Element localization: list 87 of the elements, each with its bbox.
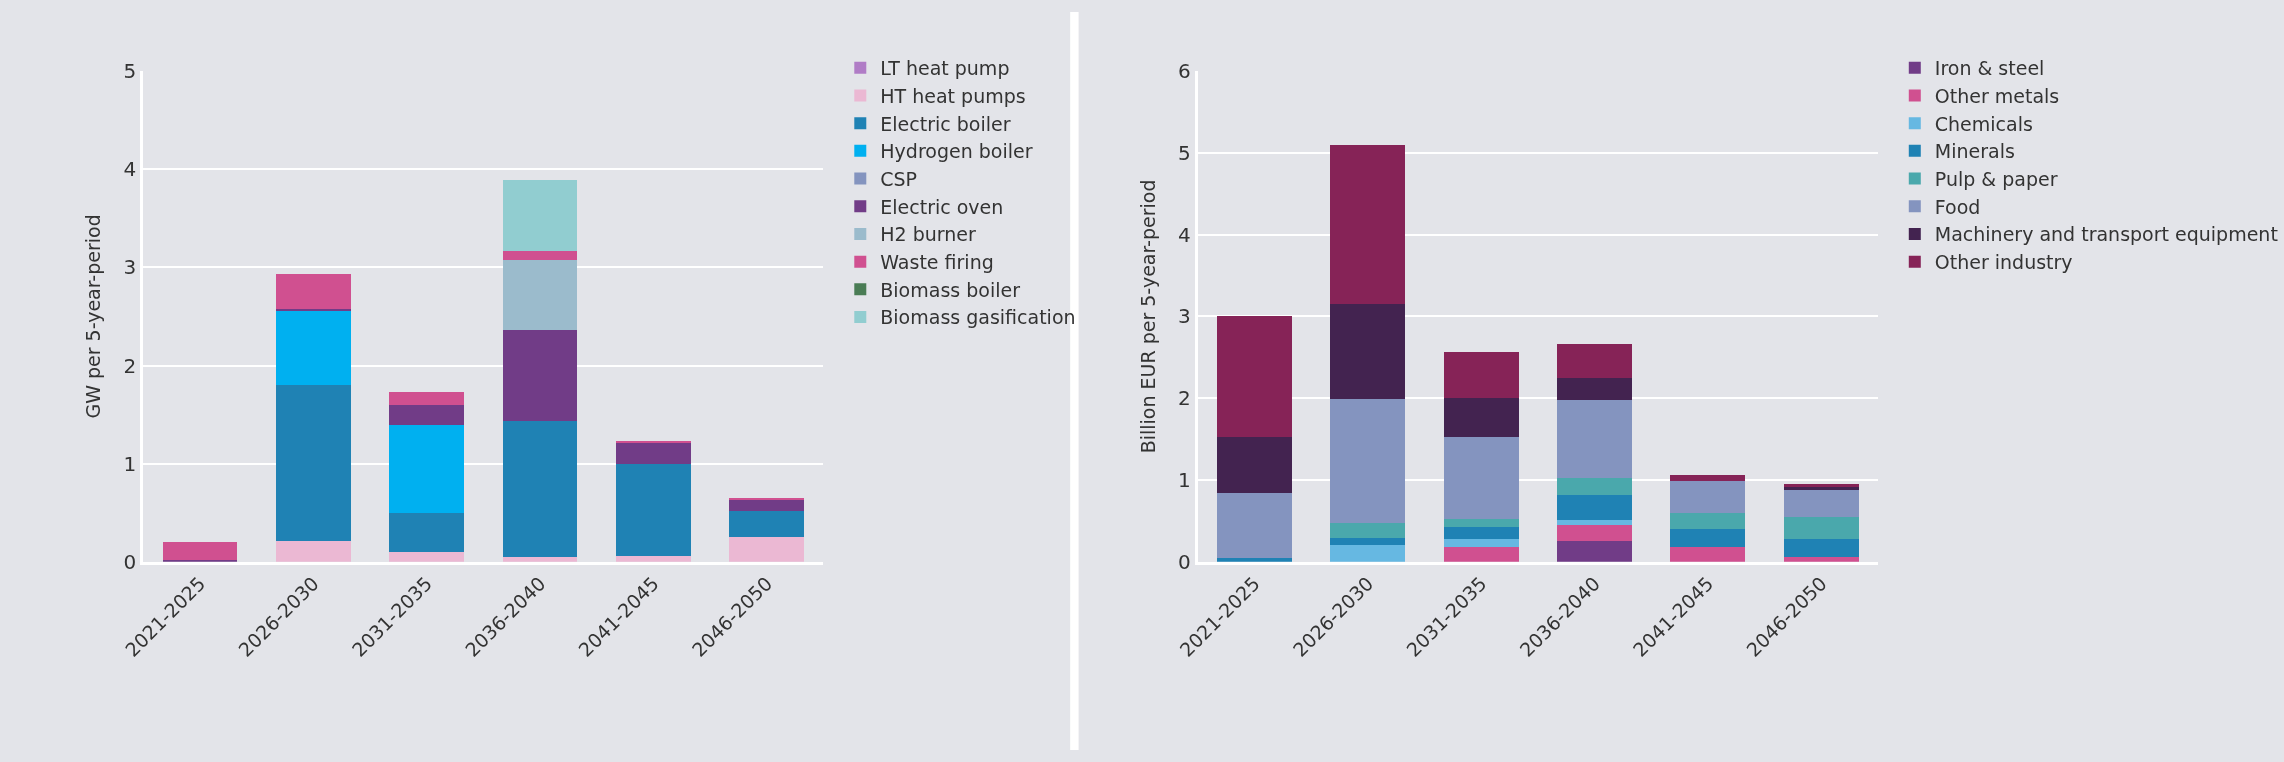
y-tick-label: 1 [1178, 468, 1191, 493]
y-tick-label: 4 [123, 157, 137, 182]
legend-label: Other metals [1934, 84, 2060, 107]
legend-label: Electric boiler [880, 112, 1011, 135]
bar [729, 537, 805, 562]
bar [1557, 520, 1632, 525]
bar [275, 385, 351, 542]
bar [1557, 541, 1632, 562]
bar [1217, 436, 1292, 494]
bar [1557, 525, 1632, 542]
bar [502, 260, 578, 331]
bar [1330, 522, 1406, 539]
bar [1557, 494, 1632, 521]
y-tick-label: 3 [123, 255, 137, 280]
legend-label: Biomass boiler [880, 278, 1021, 301]
legend-label: Machinery and transport equipment [1934, 223, 2278, 246]
legend-label: Waste firing [880, 251, 994, 274]
bar [729, 510, 805, 538]
bar [1557, 399, 1632, 479]
y-tick-label: 6 [1178, 59, 1191, 84]
bar [729, 498, 805, 501]
bar [502, 330, 578, 422]
legend-label: HT heat pumps [880, 84, 1026, 107]
legend-label: H2 burner [880, 223, 977, 246]
bar [1443, 538, 1519, 548]
bar [1670, 529, 1746, 548]
bar [1670, 512, 1746, 530]
bar [1443, 519, 1519, 527]
bar [1330, 538, 1406, 545]
bar [389, 425, 465, 513]
y-tick-label: 0 [1178, 549, 1191, 574]
bar [1557, 344, 1632, 378]
bar [1783, 516, 1859, 539]
y-tick-label: 0 [123, 549, 137, 574]
legend-label: Chemicals [1934, 112, 2033, 135]
bar [275, 274, 351, 309]
legend-label: LT heat pump [880, 57, 1010, 80]
bar [615, 441, 691, 444]
y-axis-title: GW per 5-year-period [82, 214, 105, 419]
bar [502, 179, 578, 251]
bar [1217, 493, 1292, 558]
bar [1443, 437, 1519, 520]
y-tick-label: 3 [1178, 304, 1191, 329]
bar [389, 512, 465, 552]
bar [1330, 304, 1406, 400]
bar [1330, 145, 1406, 305]
legend-label: Other industry [1934, 251, 2073, 274]
y-tick-label: 1 [123, 451, 137, 476]
y-tick-label: 5 [1178, 140, 1191, 165]
bar [1557, 478, 1632, 495]
bar [1443, 547, 1519, 562]
legend-label: Biomass gasification [880, 306, 1076, 329]
bar [1783, 538, 1859, 557]
bar [1443, 398, 1519, 438]
bar [389, 392, 465, 405]
bar [1330, 399, 1406, 523]
bar [1670, 480, 1746, 513]
legend-label: Minerals [1934, 140, 2015, 163]
y-tick-label: 5 [123, 59, 137, 84]
bar [1670, 547, 1746, 562]
y-tick-label: 2 [1178, 386, 1191, 411]
y-axis-title: Billion EUR per 5-year-period [1136, 179, 1159, 454]
bar [1443, 352, 1519, 399]
legend-label: Pulp & paper [1934, 167, 2058, 190]
bar [615, 463, 691, 556]
legend-label: Electric oven [880, 195, 1004, 218]
bar [275, 541, 351, 562]
bar [1443, 526, 1519, 539]
bar [1330, 544, 1406, 562]
bar [615, 443, 691, 464]
bar [162, 542, 238, 560]
legend-label: Hydrogen boiler [880, 140, 1033, 163]
bar [1783, 489, 1859, 517]
legend-label: CSP [880, 167, 918, 190]
bar [502, 250, 578, 261]
bar [389, 551, 465, 562]
bar [1670, 475, 1746, 481]
bar [1557, 377, 1632, 400]
bar [1217, 316, 1292, 437]
y-tick-label: 2 [123, 353, 137, 378]
legend-label: Food [1934, 195, 1981, 218]
legend-label: Iron & steel [1934, 57, 2045, 80]
bar [502, 421, 578, 557]
y-tick-label: 4 [1178, 222, 1191, 247]
bar [729, 499, 805, 511]
bar [275, 310, 351, 386]
bar [389, 404, 465, 426]
